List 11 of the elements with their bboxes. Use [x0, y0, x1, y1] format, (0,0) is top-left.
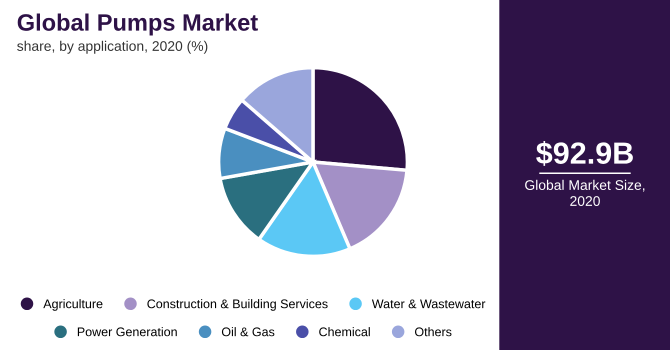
legend-label: Chemical — [319, 327, 370, 336]
legend-label: Others — [415, 327, 452, 336]
legend-label: Power Generation — [78, 327, 177, 336]
chart-title: Global Pumps Market — [18, 13, 258, 36]
legend-label: Construction & Building Services — [147, 299, 328, 311]
legend-label: Water & Wastewater — [372, 300, 486, 308]
legend-label: Agriculture — [43, 299, 102, 311]
text: $92.9B — [536, 140, 633, 166]
text: Global Market Size, 2020 — [525, 180, 644, 206]
legend-label: Oil & Gas — [222, 327, 274, 336]
chart-subtitle: share, by application, 2020 (%) — [17, 40, 208, 54]
